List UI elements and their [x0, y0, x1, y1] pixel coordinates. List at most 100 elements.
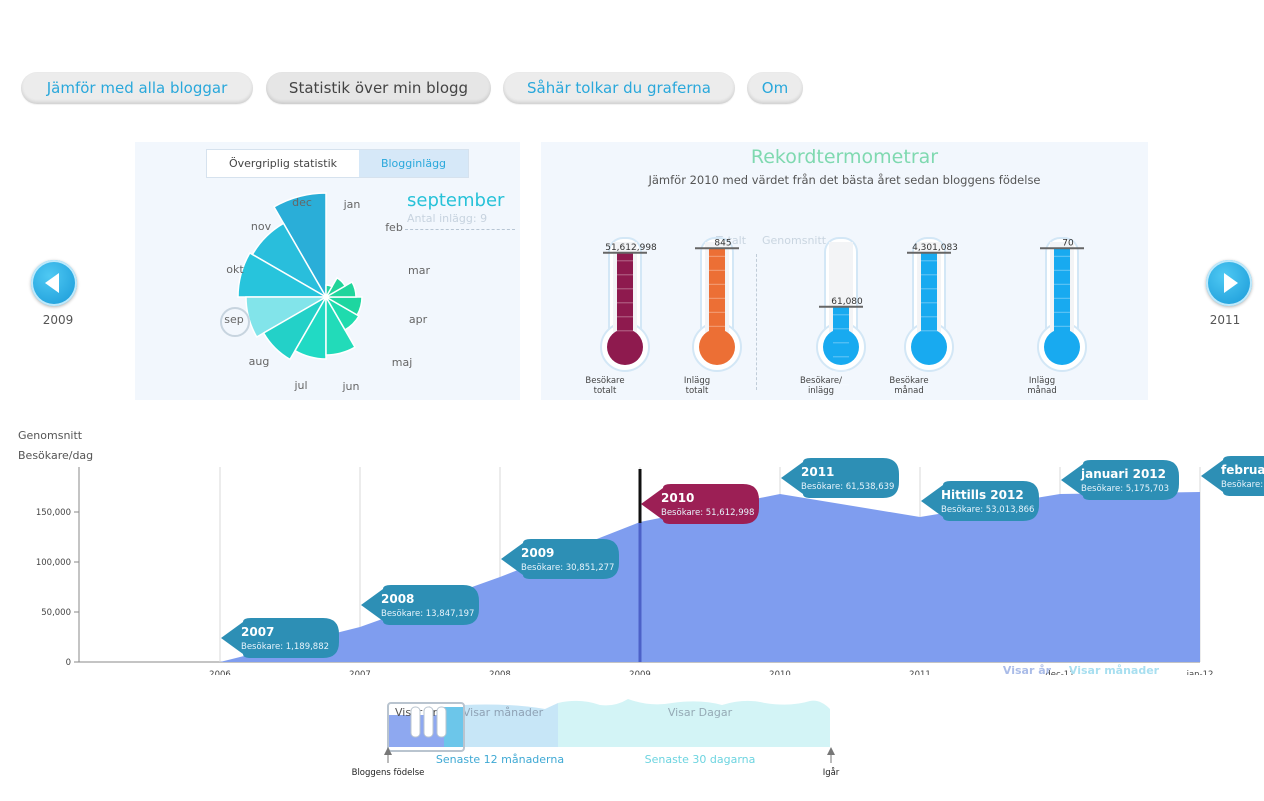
bubble-title: Hittills 2012	[941, 488, 1024, 502]
selected-month-marker	[220, 307, 250, 337]
month-label-aug: aug	[249, 355, 270, 368]
record-subtitle: Jämför 2010 med värdet från det bästa år…	[648, 173, 1041, 187]
x-tick-label: jan-12	[1186, 670, 1214, 675]
timeline-days-label: Visar Dagar	[668, 706, 733, 719]
thermometer-value: 51,612,998	[605, 243, 657, 253]
yesterday-label: Igår	[823, 767, 840, 778]
polar-sector-jan	[325, 284, 334, 300]
month-label-jan: jan	[343, 198, 361, 211]
viewing-months-label: Visar månader	[1069, 664, 1160, 675]
bubble-title: 2010	[661, 491, 694, 505]
tab-blog-posts[interactable]: Blogginlägg	[359, 150, 468, 177]
last-12-months-link: Senaste 12 månaderna	[436, 753, 564, 766]
bubble-title: 2008	[381, 592, 414, 606]
thermometer-fill	[617, 252, 633, 344]
year-bubble	[1061, 460, 1179, 500]
thermometer-label: Besökare	[889, 376, 928, 386]
year-bubble	[641, 484, 759, 524]
month-label-jun: jun	[342, 380, 360, 393]
month-label-maj: maj	[392, 356, 413, 369]
x-tick-label: dec-11	[1045, 670, 1074, 675]
month-label-nov: nov	[251, 220, 272, 233]
timeline-months-area	[463, 703, 558, 747]
polar-sector-feb	[323, 276, 347, 300]
thermometer-label: Besökare	[585, 376, 624, 386]
thermometer-fill	[921, 252, 937, 344]
y-tick-label: 150,000	[36, 508, 71, 518]
bubble-visitors: Besökare: 13,847,197	[381, 609, 474, 619]
y-axis-title-line2: Besökare/dag	[18, 449, 94, 462]
thermometer-label: totalt	[594, 386, 617, 396]
month-label-okt: okt	[226, 263, 244, 276]
bubble-title: januari 2012	[1080, 467, 1166, 481]
x-tick-label: 2008	[489, 670, 511, 675]
tab-about[interactable]: Om	[747, 72, 803, 104]
selected-month-detail: Antal inlägg: 9	[407, 212, 488, 225]
bubble-visitors: Besökare: 61,538,639	[801, 482, 894, 492]
polar-sector-maj	[323, 294, 360, 331]
blog-birth-label: Bloggens födelse	[352, 768, 425, 778]
month-label-sep: sep	[224, 313, 243, 326]
prev-year-button[interactable]	[31, 260, 77, 306]
viewing-years-label: Visar år	[1003, 664, 1052, 675]
tab-overall-stats[interactable]: Övergriplig statistik	[228, 157, 338, 170]
y-tick-label: 50,000	[41, 608, 71, 618]
month-label-dec: dec	[292, 196, 312, 209]
month-label-apr: apr	[409, 313, 428, 326]
next-year-button[interactable]	[1206, 260, 1252, 306]
monthly-posts-polar-chart: jan feb mar apr maj jun jul aug sep okt nov dec	[220, 192, 430, 393]
month-label-feb: feb	[385, 221, 403, 234]
bubble-visitors: Besökare: 1,189,882	[241, 642, 329, 652]
drag-grip-icon	[436, 706, 447, 738]
bubble-title: februari	[1221, 463, 1264, 477]
year-bubble	[501, 539, 619, 579]
visitors-area-chart: 0 50,000 100,000 150,000 2006 2007 2008 2009 201…	[36, 456, 1264, 675]
thermometer-fill	[1054, 248, 1070, 344]
x-tick-label: 2006	[209, 670, 231, 675]
thermometer-bulb	[1044, 329, 1080, 365]
thermometer-label: totalt	[686, 386, 709, 396]
thermometer-label: månad	[1027, 385, 1056, 396]
panel-tabs: Övergriplig statistik Blogginlägg	[206, 149, 469, 178]
tab-how-to-read[interactable]: Såhär tolkar du graferna	[503, 72, 735, 104]
year-bubble	[361, 585, 479, 625]
thermometer-bulb	[823, 329, 859, 365]
y-tick-label: 0	[66, 658, 71, 668]
thermometer-label: Inlägg	[1029, 376, 1055, 386]
last-30-days-link: Senaste 30 dagarna	[645, 753, 756, 766]
tab-my-blog-stats[interactable]: Statistik över min blogg	[266, 72, 491, 104]
month-label-jul: jul	[293, 379, 307, 392]
month-indicator-line	[405, 229, 515, 230]
year-bubble	[921, 481, 1039, 521]
tab-compare-all-blogs[interactable]: Jämför med alla bloggar	[21, 72, 253, 104]
thermometer-label: Inlägg	[684, 376, 710, 386]
column-average-label: Genomsnitt	[762, 234, 827, 247]
bubble-title: 2007	[241, 625, 274, 639]
year-bubble	[1201, 456, 1264, 496]
polar-sector-okt	[237, 251, 329, 298]
thermometer-fill	[709, 248, 725, 344]
thermometer-value: 845	[714, 238, 731, 248]
thermometer-label: månad	[894, 385, 923, 396]
timeline-months-label: Visar månader	[463, 706, 544, 719]
polar-sector-apr	[323, 296, 363, 317]
yesterday-marker-icon	[827, 747, 835, 755]
polar-sector-jul	[293, 294, 327, 360]
thermometer-group: 51,612,998Besökaretotalt845Inläggtotalt6…	[585, 237, 1087, 396]
next-year-label: 2011	[1209, 313, 1241, 327]
year-bubble	[781, 458, 899, 498]
prev-year-label: 2009	[42, 313, 74, 327]
column-divider	[756, 254, 757, 390]
bubble-visitors: Besökare: 30,851,277	[521, 563, 614, 573]
arrow-left-icon	[45, 273, 59, 293]
x-tick-label: 2007	[349, 670, 371, 675]
thermometer-value: 70	[1062, 238, 1074, 248]
y-axis-title-line1: Genomsnitt	[18, 429, 83, 442]
record-thermometers-panel: Rekordtermometrar Jämför 2010 med värdet…	[541, 142, 1148, 400]
thermometer-bulb	[699, 329, 735, 365]
bubble-visitors: Besökare:	[1221, 480, 1263, 490]
thermometer-bulb	[911, 329, 947, 365]
